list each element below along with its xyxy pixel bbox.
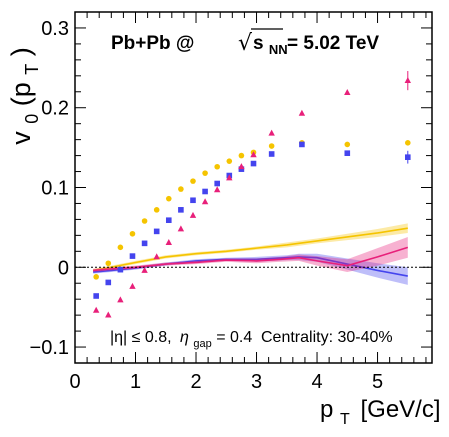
title-nn-subscript: NN [269, 42, 288, 57]
eta-abs-cut: |η| ≤ 0.8, [110, 329, 172, 346]
marker-s0-p12 [238, 152, 245, 159]
marker-s0-p16 [344, 141, 351, 148]
marker-s2-p4 [141, 266, 148, 273]
marker-s2-p8 [189, 211, 197, 218]
eta-gap-subscript: gap [193, 338, 211, 350]
marker-s2-p9 [201, 198, 209, 205]
marker-s0-p4 [141, 218, 148, 224]
y-title-v: v [6, 131, 36, 145]
marker-s1-p9 [202, 188, 208, 195]
marker-s0-p1 [105, 260, 112, 267]
marker-s2-p0 [92, 306, 100, 313]
marker-s1-p2 [117, 266, 124, 273]
marker-s2-p7 [177, 225, 185, 232]
band-fill-0 [93, 223, 408, 273]
x-tick-label-5: 5 [372, 371, 383, 393]
marker-s0-p6 [165, 195, 172, 202]
title-energy-value: = 5.02 TeV [287, 33, 379, 54]
y-axis-title: v 0 (p T ) [6, 47, 44, 145]
marker-s2-p13 [250, 151, 257, 158]
marker-s2-p1 [105, 311, 112, 318]
y-tick-label-1: 0 [58, 257, 69, 279]
title-s: s [253, 33, 264, 54]
marker-s2-p14 [268, 129, 275, 136]
y-title-subT: T [22, 64, 42, 75]
band-line-0 [93, 227, 408, 272]
svg-text:v 0 (p T: v 0 (p T ) [6, 47, 44, 145]
eta-gap-symbol: η [180, 329, 189, 346]
marker-s0-p5 [153, 207, 160, 213]
title-energy-symbol: s NN [253, 33, 288, 57]
marker-s2-p5 [153, 253, 160, 260]
marker-s1-p6 [165, 217, 172, 224]
x-tick-label-0: 0 [69, 371, 80, 393]
marker-s2-p3 [129, 282, 136, 289]
marker-s0-p2 [117, 244, 124, 251]
marker-s0-p8 [190, 178, 196, 184]
marker-s1-p1 [105, 279, 112, 286]
marker-s0-p11 [226, 158, 233, 164]
x-tick-label-1: 1 [130, 371, 141, 393]
x-tick-label-2: 2 [190, 371, 201, 393]
marker-s2-p2 [117, 296, 124, 303]
y-tick-label-4: 0.3 [41, 18, 69, 40]
y-tick-label-3: 0.2 [41, 98, 69, 120]
marker-s1-p8 [190, 197, 196, 204]
marker-s1-p16 [344, 150, 351, 156]
eta-annotation: |η| ≤ 0.8, η gap = 0.4 [110, 329, 252, 351]
marker-s0-p3 [129, 230, 136, 237]
marker-s0-p9 [202, 170, 208, 176]
marker-s2-p15 [298, 109, 306, 116]
marker-s2-p11 [226, 174, 233, 181]
marker-s1-p4 [141, 240, 148, 247]
marker-s2-p16 [344, 88, 351, 95]
x-title-unit: [GeV/c] [360, 396, 440, 423]
axis-ticks: 0 1 2 3 4 5−0.100.10.20.3 [30, 12, 432, 393]
x-axis-title: p T [GeV/c] [320, 396, 441, 430]
y-title-sub0: 0 [22, 114, 42, 124]
y-tick-label-0: −0.1 [30, 337, 69, 359]
band-fill-1 [93, 253, 408, 285]
marker-s1-p0 [93, 293, 99, 299]
marker-s1-p14 [268, 151, 275, 157]
marker-s0-p7 [178, 186, 184, 192]
marker-s0-p14 [268, 143, 275, 149]
marker-s1-p15 [299, 141, 305, 148]
eta-gap-value: = 0.4 [216, 329, 252, 346]
x-title-subT: T [340, 411, 350, 428]
chart-title: Pb+Pb @ [111, 33, 194, 54]
x-title-p: p [320, 396, 333, 423]
data-markers [92, 71, 411, 318]
marker-s2-p6 [165, 238, 172, 245]
x-tick-label-3: 3 [251, 371, 262, 393]
marker-s2-p12 [238, 163, 245, 170]
y-tick-label-2: 0.1 [41, 178, 69, 200]
x-tick-label-4: 4 [311, 371, 322, 393]
marker-s0-p17 [404, 140, 411, 146]
marker-s2-p10 [213, 186, 221, 193]
systematic-bands [93, 223, 409, 285]
title-collision: Pb+Pb @ [111, 33, 194, 54]
plot-frame [74, 11, 433, 364]
title-sqrt-symbol: √ [238, 31, 253, 56]
marker-s1-p7 [178, 207, 184, 213]
marker-s0-p10 [214, 163, 220, 170]
y-title-close: ) [6, 47, 36, 56]
marker-s1-p13 [250, 160, 257, 167]
centrality-annotation: Centrality: 30-40% [261, 329, 393, 346]
marker-s1-p5 [153, 228, 160, 235]
marker-s0-p0 [93, 274, 99, 280]
marker-s1-p10 [214, 180, 220, 187]
y-title-open: (p [6, 82, 36, 106]
marker-s1-p3 [129, 253, 136, 259]
